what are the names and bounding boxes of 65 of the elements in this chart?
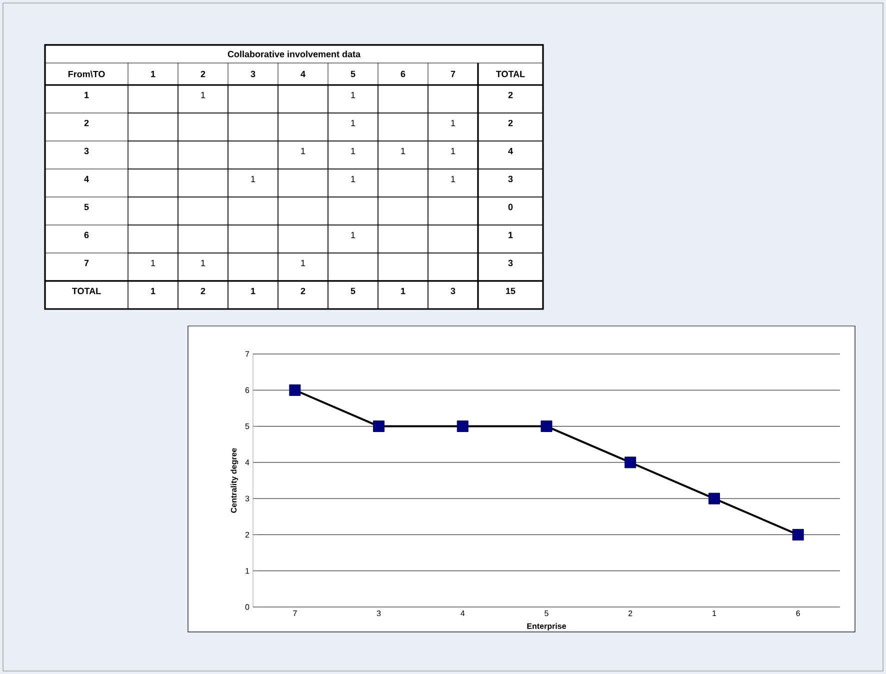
x-tick-label: 5 [544,610,548,616]
x-axis-title: From\TO [68,70,105,78]
data-label: 1 [351,92,356,98]
y-tick-label: 1 [246,568,250,574]
chart-title: Collaborative involvement data [228,50,361,58]
x-tick-label: 7 [293,610,297,616]
data-label: 5 [350,288,356,294]
data-label: 1 [451,120,456,126]
data-label: 0 [508,204,513,210]
data-label: 1 [301,260,306,266]
x-tick-label: TOTAL [496,70,525,78]
data-label: 1 [151,260,156,266]
data-label: 2 [300,288,306,294]
data-label: 1 [251,288,256,294]
data-label: 4 [508,148,513,154]
data-label: 1 [151,288,156,294]
x-tick-label: 7 [450,70,456,78]
x-tick-label: 6 [796,610,800,616]
data-label: 1 [351,148,356,154]
y-tick-label: 5 [245,423,250,430]
data-label: 15 [506,288,516,294]
y-axis-title: Centrality degree [230,448,238,513]
y-tick-label: 4 [245,460,250,466]
data-label: 1 [201,260,206,266]
data-label: 1 [351,232,356,238]
y-tick-label: 0 [245,604,250,610]
y-tick-label: 7 [245,351,250,357]
x-tick-label: 6 [400,70,406,78]
data-label: 2 [508,120,513,126]
data-label: 1 [401,148,406,154]
x-tick-label: 2 [628,610,632,616]
y-tick-label: 2 [245,532,250,538]
data-label: 1 [351,120,356,126]
data-label: 3 [450,288,456,294]
y-tick-label: 2 [84,120,89,126]
y-tick-label: 7 [84,260,89,266]
data-label: 1 [301,148,306,154]
data-label: 3 [508,260,513,266]
data-label: 1 [351,176,356,182]
y-tick-label: 6 [84,232,89,238]
x-tick-label: 4 [300,70,306,78]
y-tick-label: 3 [245,496,250,502]
x-tick-label: 2 [200,70,206,78]
y-tick-label: 3 [84,148,89,154]
data-label: 1 [401,288,406,294]
x-tick-label: 1 [712,610,716,616]
data-label: 3 [508,176,513,182]
y-tick-label: 5 [84,204,89,210]
y-tick-label: 1 [84,92,89,98]
x-tick-label: 4 [460,610,465,616]
y-tick-label: TOTAL [72,288,101,294]
data-label: 1 [508,232,513,238]
data-label: 1 [451,148,456,154]
data-label: 1 [251,176,256,182]
data-label: 1 [201,92,206,98]
data-label: 2 [508,92,513,98]
x-tick-label: 3 [250,70,256,78]
x-tick-label: 1 [151,70,156,78]
data-label: 1 [451,176,456,182]
y-tick-label: 4 [84,176,89,182]
y-tick-label: 6 [245,387,250,393]
x-tick-label: 5 [350,70,356,78]
x-tick-label: 3 [376,610,381,616]
x-axis-title: Enterprise [527,623,566,631]
data-label: 2 [200,288,206,294]
